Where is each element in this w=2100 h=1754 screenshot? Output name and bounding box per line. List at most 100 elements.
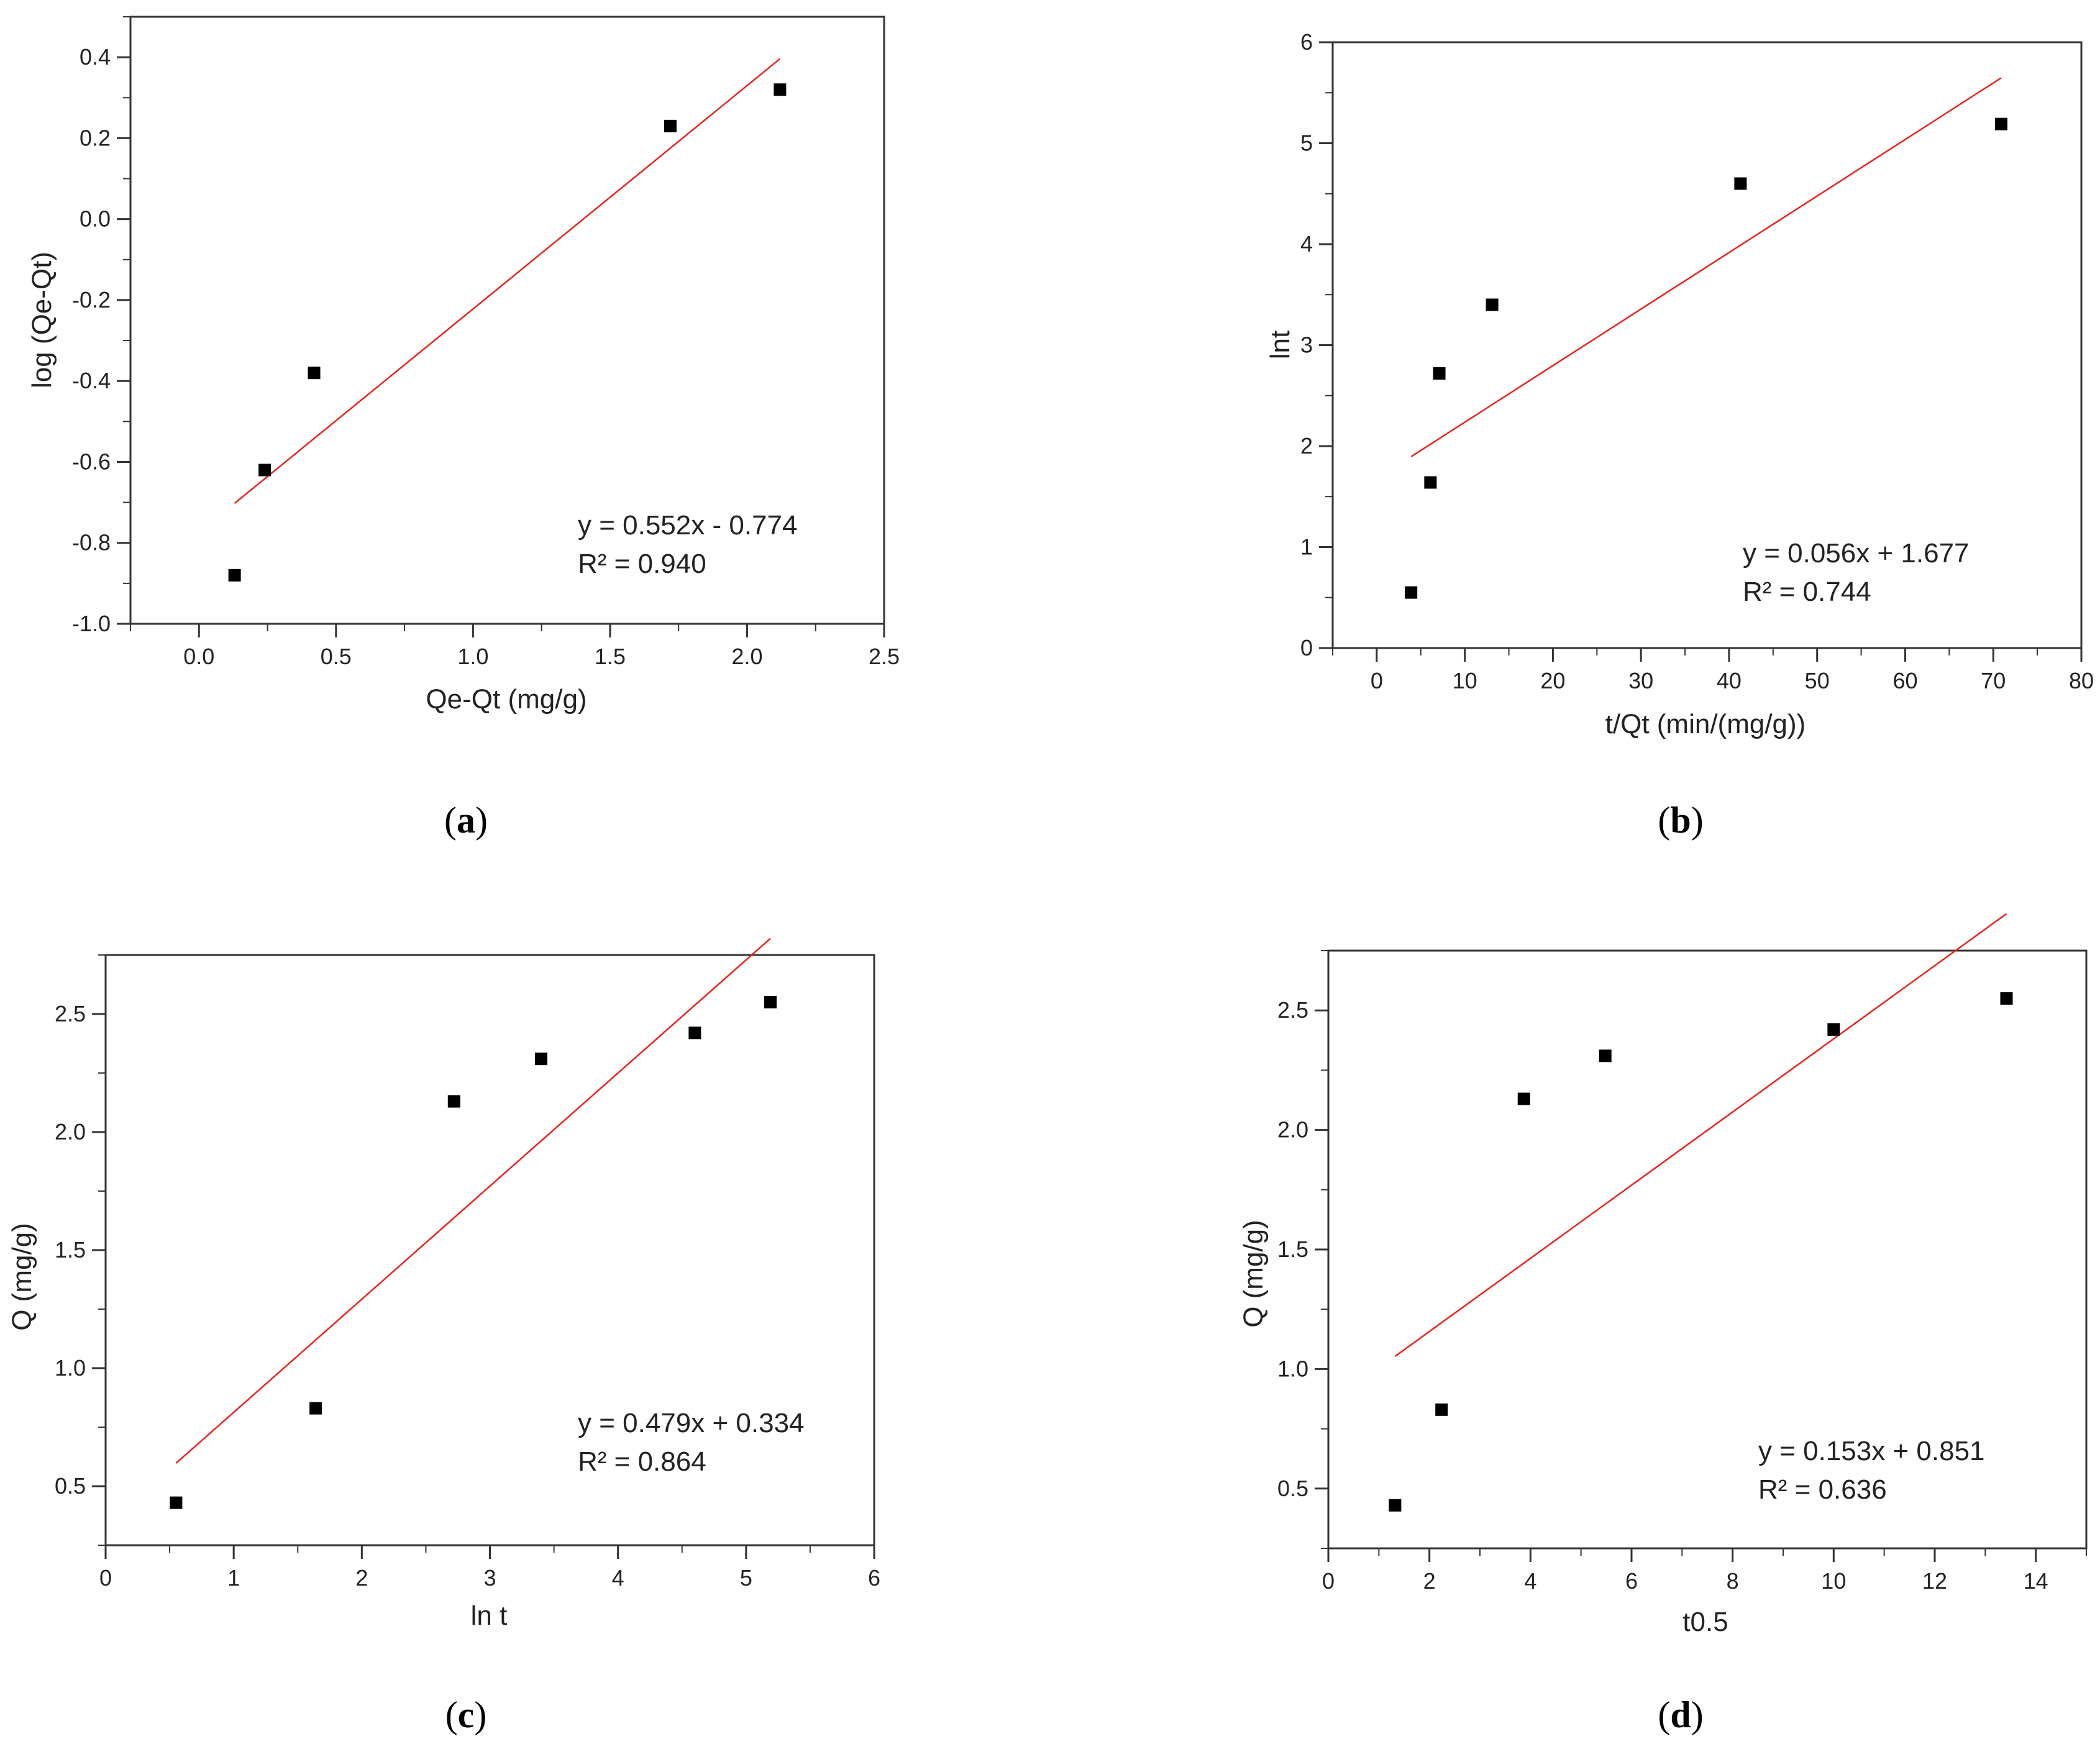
x-axis-label: t/Qt (min/(mg/g)): [1605, 709, 1806, 739]
x-tick-label: 6: [868, 1565, 880, 1591]
x-tick-label: 12: [1922, 1568, 1947, 1594]
x-tick-label: 4: [612, 1565, 624, 1591]
y-tick-label: 0.5: [1277, 1476, 1308, 1501]
y-tick-label: 6: [1300, 29, 1313, 55]
panel-letter: a: [457, 800, 475, 841]
data-point: [1517, 1092, 1530, 1105]
y-tick-label: 0.4: [80, 44, 111, 70]
fit-line: [234, 58, 781, 505]
panel-letter: d: [1670, 1694, 1691, 1735]
x-tick-label: 30: [1628, 668, 1653, 693]
r-squared: R² = 0.864: [578, 1446, 706, 1477]
y-tick-label: 1.0: [55, 1355, 86, 1381]
fit-equation: y = 0.552x - 0.774: [578, 510, 797, 541]
y-axis-label: lnt: [1265, 331, 1295, 359]
y-tick-label: 1.0: [1277, 1356, 1308, 1381]
y-tick-label: -0.4: [72, 368, 111, 393]
x-tick-label: 2: [355, 1565, 368, 1591]
x-tick-label: 0: [1371, 668, 1383, 693]
x-tick-label: 0: [99, 1565, 112, 1591]
y-tick-label: 2.0: [55, 1119, 86, 1144]
x-tick-label: 6: [1625, 1568, 1638, 1594]
data-point: [2000, 992, 2013, 1005]
data-point: [258, 464, 272, 477]
y-tick-label: -0.2: [72, 287, 111, 313]
y-axis-label: log (Qe-Qt): [27, 252, 57, 388]
y-tick-label: 5: [1300, 130, 1313, 156]
y-tick-label: -0.8: [72, 530, 111, 555]
panel-caption: (b): [1658, 800, 1703, 841]
y-tick-label: 2.0: [1277, 1117, 1308, 1143]
panel-letter: b: [1670, 800, 1691, 841]
y-tick-label: 1.5: [55, 1237, 86, 1263]
y-axis-label: Q (mg/g): [1238, 1220, 1269, 1328]
x-tick-label: 1.5: [595, 644, 626, 669]
x-axis-label: ln t: [471, 1601, 508, 1631]
fit-line: [175, 938, 771, 1464]
panel-caption: (a): [444, 800, 488, 841]
chart-panel-a: 0.0 0.5 1.0 1.5 2.0 2.5 -1.0 -0.8 -0.6 -0.4 -0.2 0.…: [27, 16, 900, 841]
chart-panel-d: 0 2 4 6 8 10 12 14 0.5 1.0 1.5 2.0 2.5 t0.5 Q (mg/g) y …: [1238, 913, 2088, 1735]
panel-letter: c: [458, 1694, 475, 1735]
data-point: [1389, 1499, 1402, 1512]
x-tick-label: 10: [1821, 1568, 1846, 1594]
panel-caption: (c): [445, 1694, 487, 1735]
data-point: [1827, 1023, 1840, 1036]
data-point: [1435, 1403, 1448, 1416]
y-tick-label: 0.5: [55, 1473, 86, 1499]
x-axis-label: Qe-Qt (mg/g): [426, 684, 587, 715]
y-tick-label: 0.2: [80, 125, 111, 150]
panel-caption: (d): [1658, 1694, 1703, 1735]
chart-panel-b: 0 10 20 30 40 50 60 70 80 0 1 2 3 4 5 6 t/Qt (min/(mg/g)…: [1265, 29, 2094, 841]
data-point: [1599, 1049, 1612, 1062]
fit-equation: y = 0.479x + 0.334: [578, 1408, 805, 1438]
x-tick-label: 70: [1981, 668, 2006, 693]
x-tick-label: 0.0: [183, 644, 214, 669]
x-tick-label: 2.5: [869, 644, 900, 669]
y-tick-label: 1: [1300, 534, 1313, 560]
fit-equation: y = 0.153x + 0.851: [1758, 1436, 1985, 1466]
x-tick-label: 20: [1540, 668, 1565, 693]
x-tick-label: 0.5: [321, 644, 352, 669]
x-tick-label: 5: [740, 1565, 752, 1591]
y-tick-label: 4: [1300, 231, 1313, 257]
x-tick-label: 2.0: [731, 644, 762, 669]
y-tick-label: -0.6: [72, 449, 111, 474]
fit-equation: y = 0.056x + 1.677: [1743, 538, 1970, 569]
data-point: [170, 1496, 183, 1509]
x-tick-label: 60: [1892, 668, 1917, 693]
y-tick-label: 1.5: [1277, 1236, 1308, 1262]
x-tick-label: 1.0: [457, 644, 488, 669]
x-tick-label: 80: [2069, 668, 2094, 693]
y-tick-label: 2.5: [55, 1001, 86, 1026]
fit-line: [1394, 913, 2007, 1358]
x-tick-label: 50: [1805, 668, 1830, 693]
data-point: [1486, 298, 1499, 311]
plot-frame: [104, 954, 875, 1546]
data-point: [1424, 476, 1437, 489]
x-tick-label: 1: [227, 1565, 240, 1591]
r-squared: R² = 0.636: [1758, 1474, 1887, 1505]
x-tick-label: 10: [1453, 668, 1477, 693]
data-point: [688, 1026, 701, 1039]
data-point: [1405, 586, 1418, 599]
x-tick-label: 4: [1524, 1568, 1536, 1594]
data-point: [228, 569, 241, 582]
data-point: [764, 996, 777, 1008]
plot-frame: [129, 16, 885, 625]
data-point: [774, 83, 787, 96]
y-tick-label: -1.0: [72, 611, 111, 636]
data-point: [664, 119, 677, 132]
x-tick-label: 3: [483, 1565, 496, 1591]
r-squared: R² = 0.940: [578, 549, 706, 579]
data-point: [309, 1402, 322, 1415]
y-tick-label: 3: [1300, 332, 1313, 358]
x-tick-label: 40: [1717, 668, 1742, 693]
data-point: [308, 367, 321, 380]
data-point: [1994, 117, 2007, 130]
y-tick-label: 0.0: [80, 206, 111, 232]
x-tick-label: 2: [1423, 1568, 1436, 1594]
x-axis-label: t0.5: [1682, 1607, 1728, 1637]
x-tick-label: 0: [1322, 1568, 1335, 1594]
